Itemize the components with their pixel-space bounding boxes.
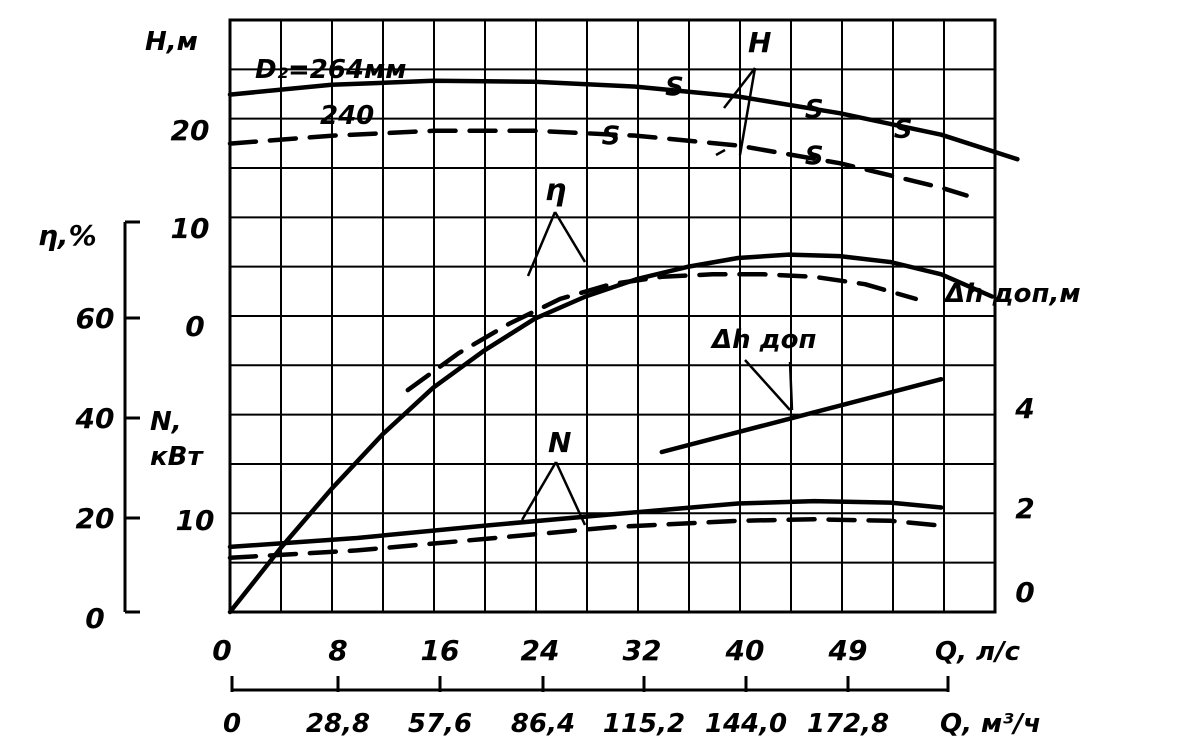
plot-border: [228, 18, 997, 614]
flow-m3h-tick-label: 86,4: [511, 709, 575, 739]
annotation-s-mark: S: [602, 122, 621, 152]
flow-m3h-tick-label: 28,8: [306, 709, 370, 739]
annotation-s-mark: S: [805, 141, 824, 171]
annotation-s-mark: S: [894, 115, 913, 145]
flow-ls-tick-label: 49: [828, 634, 868, 667]
flow-ls-tick-label: 24: [521, 634, 560, 667]
annotation-leader-line: [715, 148, 726, 157]
power-axis-label-2: кВт: [150, 442, 204, 472]
series--240: [405, 272, 919, 393]
flow-ls-tick-label: 8: [328, 634, 347, 667]
annotation-leader-line: [723, 67, 756, 109]
annotation-eta: η: [545, 173, 566, 208]
flow-m3h-tick-label: 115,2: [603, 709, 685, 739]
annotation-d240: 240: [320, 101, 374, 131]
annotation-leader-line: [526, 211, 557, 277]
power-axis-label-1: N,: [150, 407, 182, 437]
annotation-h: H: [748, 26, 771, 59]
annotation-s-mark: S: [665, 73, 684, 103]
annotation-s-mark: S: [805, 95, 824, 125]
efficiency-tick-label: 0: [85, 602, 104, 635]
flow-ls-axis-label: Q, л/с: [935, 637, 1021, 667]
annotation-leader-line: [553, 211, 587, 263]
flow-m3h-tick-label: 57,6: [408, 709, 472, 739]
npsh-axis-label: Δh доп,м: [943, 279, 1081, 309]
annotation-leader-line: [788, 361, 794, 411]
chart-labels: H,м η,% N, кВт Δh доп,м Q, л/с Q, м³/ч D…: [38, 26, 1081, 739]
flow-ls-tick-label: 16: [421, 634, 460, 667]
flow-ls-tick-label: 40: [725, 634, 765, 667]
npsh-tick-label: 2: [1015, 492, 1034, 525]
series-n-240: [227, 517, 944, 561]
annotation-dh: Δh доп: [710, 325, 817, 355]
plot-frame: [228, 18, 997, 614]
series--h-: [659, 376, 944, 455]
efficiency-tick-label: 20: [76, 502, 115, 535]
power-tick-label: 10: [176, 504, 215, 537]
series-h-240: [227, 128, 969, 198]
annotation-d264: D₂=264мм: [255, 55, 407, 85]
annotation-leader-line: [738, 67, 757, 156]
annotation-leader-line: [554, 461, 587, 526]
npsh-tick-label: 4: [1014, 392, 1034, 425]
flow-ls-tick-label: 0: [212, 634, 231, 667]
series-n-d2-264-: [227, 498, 944, 550]
efficiency-tick-label: 40: [75, 402, 115, 435]
efficiency-axis-label: η,%: [38, 219, 97, 252]
head-tick-label: 10: [171, 212, 210, 245]
annotation-n: N: [548, 426, 571, 459]
npsh-tick-label: 0: [1015, 576, 1034, 609]
head-axis-label: H,м: [145, 27, 198, 57]
annotation-leader-line: [520, 461, 558, 521]
efficiency-tick-label: 60: [76, 302, 115, 335]
flow-m3h-tick-label: 0: [223, 709, 241, 739]
series--d2-264-: [227, 252, 995, 615]
head-tick-label: 0: [185, 310, 204, 343]
flow-ls-tick-label: 32: [623, 634, 662, 667]
flow-m3h-tick-label: 144,0: [705, 709, 787, 739]
head-tick-label: 20: [171, 114, 210, 147]
series-h-d2-264-: [227, 78, 1020, 162]
annotation-leader-line: [744, 359, 791, 411]
flow-m3h-axis-label: Q, м³/ч: [940, 709, 1041, 739]
flow-m3h-tick-label: 172,8: [807, 709, 889, 739]
